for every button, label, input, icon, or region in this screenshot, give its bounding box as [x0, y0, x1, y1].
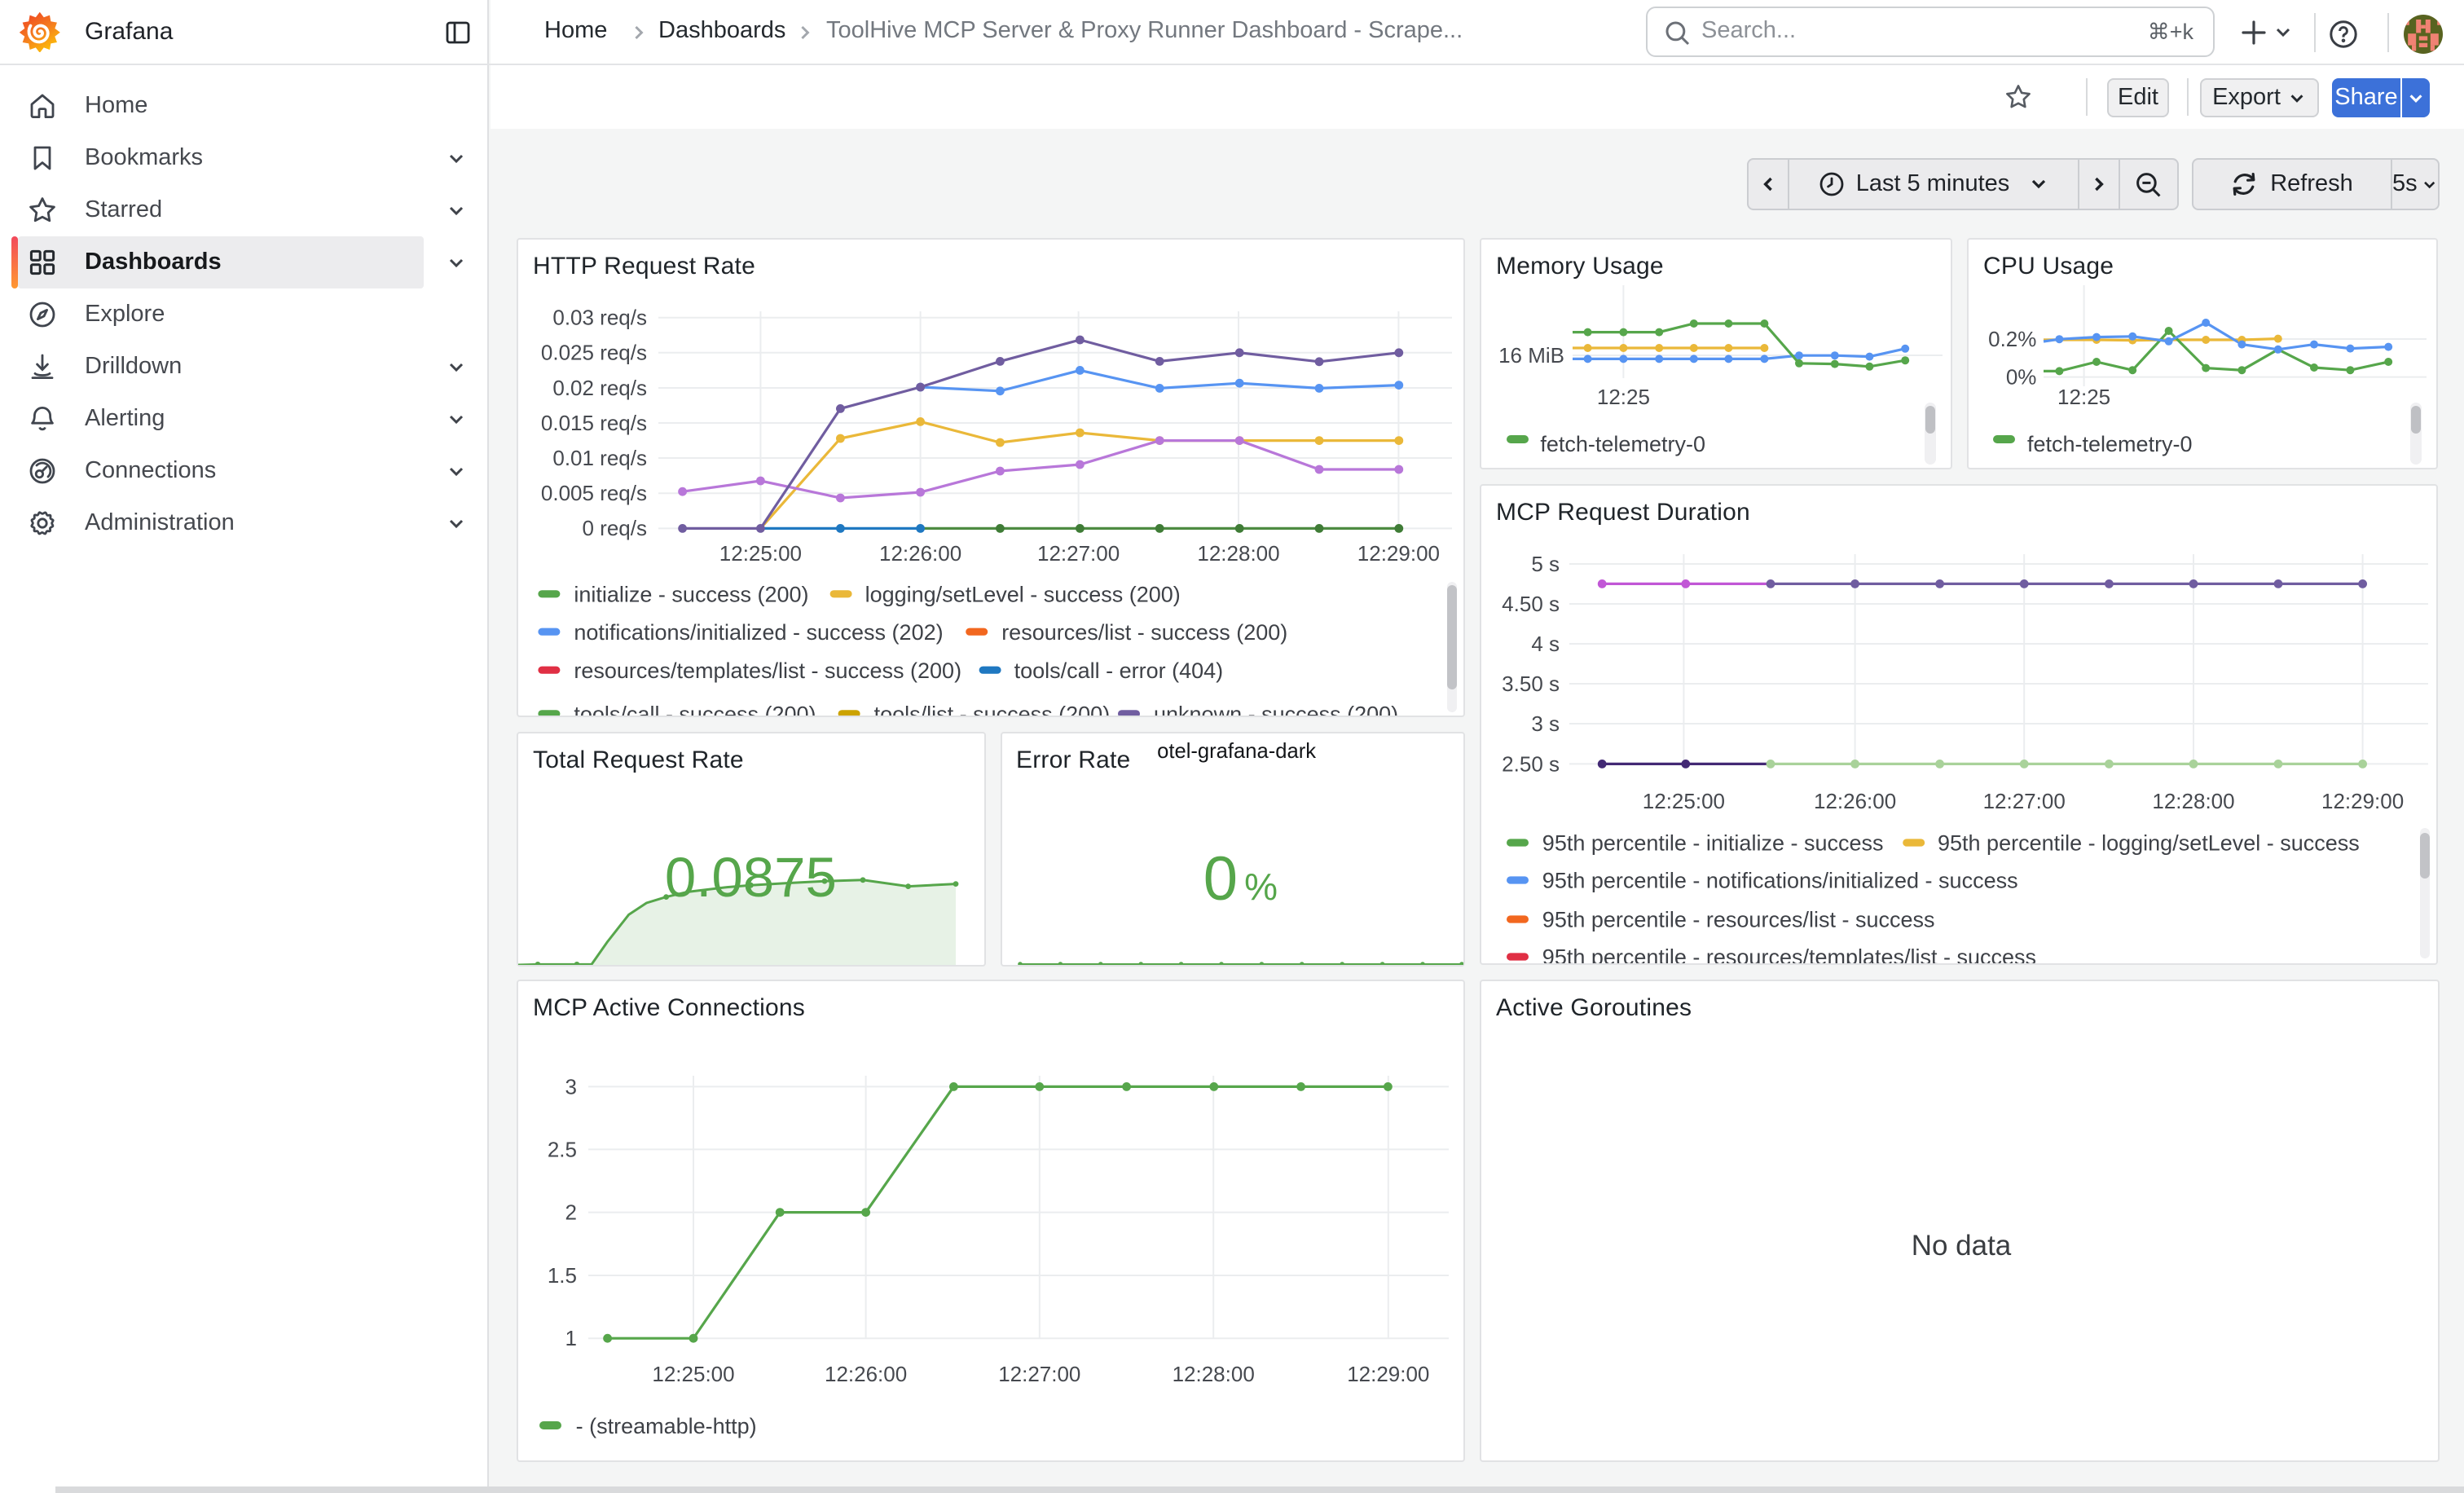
svg-text:2.5: 2.5: [548, 1136, 577, 1160]
svg-text:4.50 s: 4.50 s: [1502, 592, 1560, 616]
svg-text:12:28:00: 12:28:00: [1197, 541, 1279, 566]
svg-text:12:27:00: 12:27:00: [1037, 541, 1120, 566]
svg-text:0.03 req/s: 0.03 req/s: [552, 306, 647, 330]
svg-text:12:28:00: 12:28:00: [1173, 1361, 1255, 1385]
svg-text:12:29:00: 12:29:00: [1357, 541, 1440, 566]
svg-text:12:26:00: 12:26:00: [879, 541, 961, 566]
svg-text:12:25: 12:25: [2057, 385, 2110, 409]
svg-text:12:28:00: 12:28:00: [2152, 789, 2234, 813]
svg-text:0%: 0%: [2006, 365, 2037, 390]
svg-text:12:25:00: 12:25:00: [1643, 789, 1725, 813]
svg-text:3: 3: [565, 1073, 577, 1098]
svg-text:0.0875: 0.0875: [665, 845, 837, 908]
svg-text:12:25:00: 12:25:00: [719, 541, 802, 566]
svg-text:notifications/initialized - su: notifications/initialized - success (202…: [574, 620, 943, 645]
svg-text:95th percentile - resources/li: 95th percentile - resources/list - succe…: [1542, 908, 1935, 932]
svg-text:- (streamable-http): - (streamable-http): [576, 1413, 757, 1438]
svg-text:12:27:00: 12:27:00: [998, 1361, 1080, 1385]
svg-text:1.5: 1.5: [548, 1262, 577, 1287]
svg-text:1: 1: [565, 1325, 577, 1350]
svg-text:2: 2: [565, 1200, 577, 1224]
svg-text:0.01 req/s: 0.01 req/s: [552, 446, 647, 470]
svg-text:unknown - success (200): unknown - success (200): [1154, 702, 1398, 716]
svg-text:12:29:00: 12:29:00: [1347, 1361, 1429, 1385]
svg-text:otel-grafana-dark: otel-grafana-dark: [1156, 739, 1315, 762]
svg-text:0%: 0%: [1203, 843, 1277, 913]
svg-text:0.025 req/s: 0.025 req/s: [541, 341, 647, 365]
svg-text:0.015 req/s: 0.015 req/s: [541, 411, 647, 435]
svg-text:2.50 s: 2.50 s: [1502, 751, 1560, 776]
svg-text:0.02 req/s: 0.02 req/s: [552, 376, 647, 400]
svg-text:resources/templates/list - suc: resources/templates/list - success (200): [574, 658, 961, 683]
svg-text:12:26:00: 12:26:00: [825, 1361, 907, 1385]
svg-text:3 s: 3 s: [1531, 711, 1560, 736]
svg-text:95th percentile - logging/setL: 95th percentile - logging/setLevel - suc…: [1938, 831, 2360, 856]
svg-text:95th percentile - initialize -: 95th percentile - initialize - success: [1542, 831, 1884, 856]
svg-text:12:26:00: 12:26:00: [1814, 789, 1896, 813]
svg-text:12:25:00: 12:25:00: [652, 1361, 734, 1385]
svg-text:12:25: 12:25: [1597, 385, 1650, 409]
svg-text:tools/list - success (200): tools/list - success (200): [874, 702, 1111, 716]
svg-text:fetch-telemetry-0: fetch-telemetry-0: [2027, 432, 2193, 456]
svg-text:95th percentile - resources/te: 95th percentile - resources/templates/li…: [1542, 945, 2036, 963]
svg-text:12:27:00: 12:27:00: [1983, 789, 2066, 813]
svg-text:fetch-telemetry-0: fetch-telemetry-0: [1540, 432, 1705, 456]
svg-text:0.2%: 0.2%: [1988, 327, 2036, 351]
svg-text:0.005 req/s: 0.005 req/s: [541, 481, 647, 505]
svg-text:tools/call - success (200): tools/call - success (200): [574, 702, 816, 716]
svg-text:95th percentile - notification: 95th percentile - notifications/initiali…: [1542, 869, 2018, 893]
svg-text:3.50 s: 3.50 s: [1502, 672, 1560, 696]
svg-text:tools/call - error (404): tools/call - error (404): [1014, 658, 1224, 683]
svg-text:0 req/s: 0 req/s: [583, 516, 648, 540]
svg-text:5 s: 5 s: [1531, 552, 1560, 576]
svg-text:logging/setLevel - success (20: logging/setLevel - success (200): [865, 582, 1181, 606]
svg-text:16 MiB: 16 MiB: [1498, 343, 1564, 368]
svg-text:12:29:00: 12:29:00: [2321, 789, 2404, 813]
svg-text:resources/list - success (200): resources/list - success (200): [1001, 620, 1287, 645]
svg-text:4 s: 4 s: [1531, 632, 1560, 656]
svg-text:initialize - success (200): initialize - success (200): [574, 582, 808, 606]
